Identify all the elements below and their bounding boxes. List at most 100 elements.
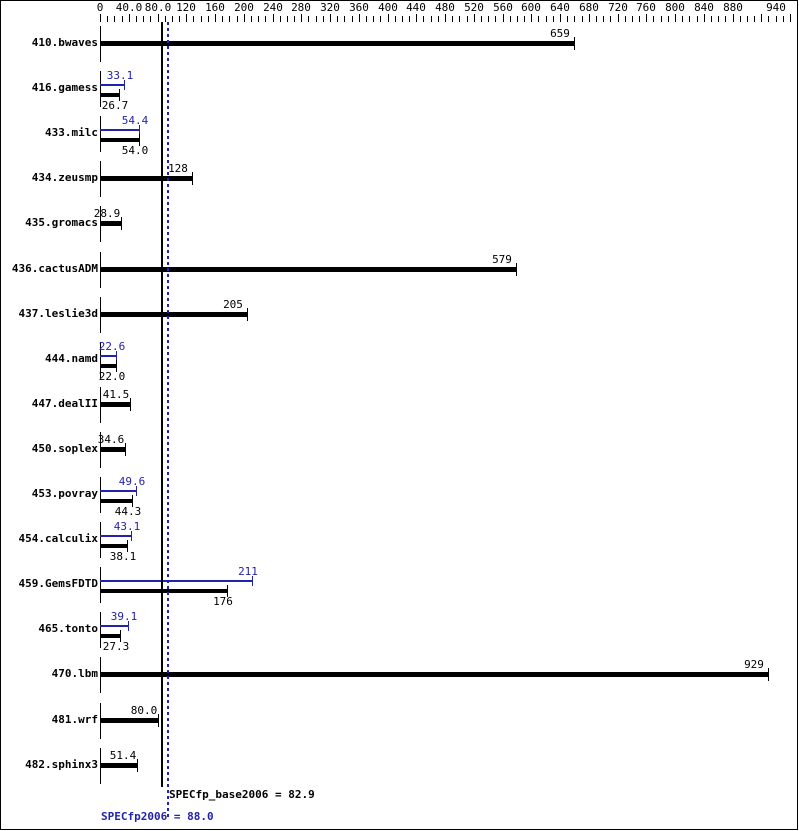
- axis-tick-minor: [366, 16, 367, 22]
- axis-tick-label: 120: [176, 1, 196, 14]
- benchmark-row: 459.GemsFDTD 211 176: [0, 565, 799, 610]
- benchmark-row: 465.tonto 39.1 27.3: [0, 610, 799, 655]
- base-value-label: 44.3: [114, 505, 142, 518]
- peak-value-label: 33.1: [106, 69, 134, 82]
- axis-tick-minor: [653, 16, 654, 22]
- axis-tick-minor: [467, 16, 468, 22]
- axis-tick-major: [675, 14, 676, 22]
- base-bar-end-cap: [119, 89, 120, 101]
- axis-tick-major: [646, 14, 647, 22]
- benchmark-row: 450.soplex 34.6: [0, 430, 799, 475]
- bar-end-cap: [121, 217, 122, 230]
- axis-tick-minor: [280, 16, 281, 22]
- axis-tick-minor: [567, 16, 568, 22]
- bar-value-label: 34.6: [97, 433, 125, 446]
- bar-value-label: 205: [223, 298, 243, 311]
- axis-tick-major: [790, 14, 791, 22]
- axis-tick-minor: [352, 16, 353, 22]
- benchmark-row: 470.lbm 929: [0, 655, 799, 700]
- base-value-label: 176: [213, 595, 233, 608]
- axis-tick-minor: [229, 16, 230, 22]
- bar-end-cap: [574, 37, 575, 50]
- axis-tick-minor: [689, 16, 690, 22]
- base-value-label: 38.1: [109, 550, 137, 563]
- benchmark-name-label: 447.dealII: [31, 397, 98, 410]
- peak-value-label: 43.1: [113, 520, 141, 533]
- row-origin-tick: [100, 612, 101, 648]
- benchmark-row: 416.gamess 33.1 26.7: [0, 69, 799, 114]
- benchmark-name-label: 454.calculix: [18, 532, 98, 545]
- merged-bar: [100, 176, 192, 181]
- base-bar: [100, 544, 128, 548]
- axis-tick-label: 40.0: [115, 1, 143, 14]
- axis-tick-major: [733, 14, 734, 22]
- axis-tick-minor: [538, 16, 539, 22]
- axis-tick-minor: [143, 16, 144, 22]
- axis-tick-minor: [596, 16, 597, 22]
- benchmark-name-label: 459.GemsFDTD: [18, 577, 98, 590]
- axis-tick-label: 640: [550, 1, 570, 14]
- axis-tick-major: [244, 14, 245, 22]
- axis-tick-major: [589, 14, 590, 22]
- axis-tick-minor: [316, 16, 317, 22]
- benchmark-name-label: 453.povray: [31, 487, 98, 500]
- peak-value-label: 22.6: [98, 340, 126, 353]
- axis-tick-minor: [495, 16, 496, 22]
- base-value-label: 26.7: [101, 99, 129, 112]
- axis-tick-minor: [725, 16, 726, 22]
- axis-tick-major: [445, 14, 446, 22]
- benchmark-name-label: 434.zeusmp: [31, 171, 98, 184]
- axis-tick-minor: [510, 16, 511, 22]
- row-origin-tick: [100, 71, 101, 107]
- base-bar-end-cap: [120, 630, 121, 642]
- peak-value-label: 54.4: [121, 114, 149, 127]
- axis-tick-minor: [308, 16, 309, 22]
- base-bar: [100, 364, 116, 368]
- merged-bar: [100, 672, 768, 677]
- axis-tick-label: 200: [234, 1, 254, 14]
- benchmark-row: 410.bwaves 659: [0, 24, 799, 69]
- bar-value-label: 80.0: [130, 704, 158, 717]
- reference-line-peak: [167, 22, 169, 817]
- base-bar-end-cap: [132, 495, 133, 507]
- axis-tick-minor: [452, 16, 453, 22]
- bar-end-cap: [158, 714, 159, 727]
- benchmark-row: 453.povray 49.6 44.3: [0, 475, 799, 520]
- axis-tick-minor: [201, 16, 202, 22]
- axis-tick-minor: [783, 16, 784, 22]
- base-bar-end-cap: [116, 360, 117, 372]
- axis-tick-minor: [237, 16, 238, 22]
- axis-tick-minor: [553, 16, 554, 22]
- bar-value-label: 41.5: [102, 388, 130, 401]
- axis-tick-label: 800: [665, 1, 685, 14]
- axis-tick-major: [273, 14, 274, 22]
- axis-tick-minor: [373, 16, 374, 22]
- axis-tick-minor: [344, 16, 345, 22]
- base-bar: [100, 93, 120, 97]
- peak-bar-end-cap: [252, 576, 253, 586]
- axis-tick-label: 880: [723, 1, 743, 14]
- benchmark-row: 433.milc 54.4 54.0: [0, 114, 799, 159]
- axis-tick-minor: [294, 16, 295, 22]
- axis-tick-major: [474, 14, 475, 22]
- axis-tick-minor: [423, 16, 424, 22]
- peak-bar-end-cap: [136, 486, 137, 496]
- axis-tick-label: 320: [320, 1, 340, 14]
- axis-tick-minor: [740, 16, 741, 22]
- peak-value-label: 211: [238, 565, 258, 578]
- axis-tick-label: 480: [435, 1, 455, 14]
- reference-line-base: [161, 22, 163, 787]
- axis-tick-major: [560, 14, 561, 22]
- axis-tick-minor: [682, 16, 683, 22]
- axis-tick-minor: [431, 16, 432, 22]
- bar-value-label: 128: [168, 162, 188, 175]
- axis-tick-minor: [632, 16, 633, 22]
- axis-tick-major: [301, 14, 302, 22]
- axis-tick-minor: [395, 16, 396, 22]
- bar-end-cap: [130, 398, 131, 411]
- axis-tick-minor: [603, 16, 604, 22]
- benchmark-row: 436.cactusADM 579: [0, 250, 799, 295]
- base-bar: [100, 634, 120, 638]
- axis-tick-label: 840: [694, 1, 714, 14]
- base-bar-end-cap: [127, 540, 128, 552]
